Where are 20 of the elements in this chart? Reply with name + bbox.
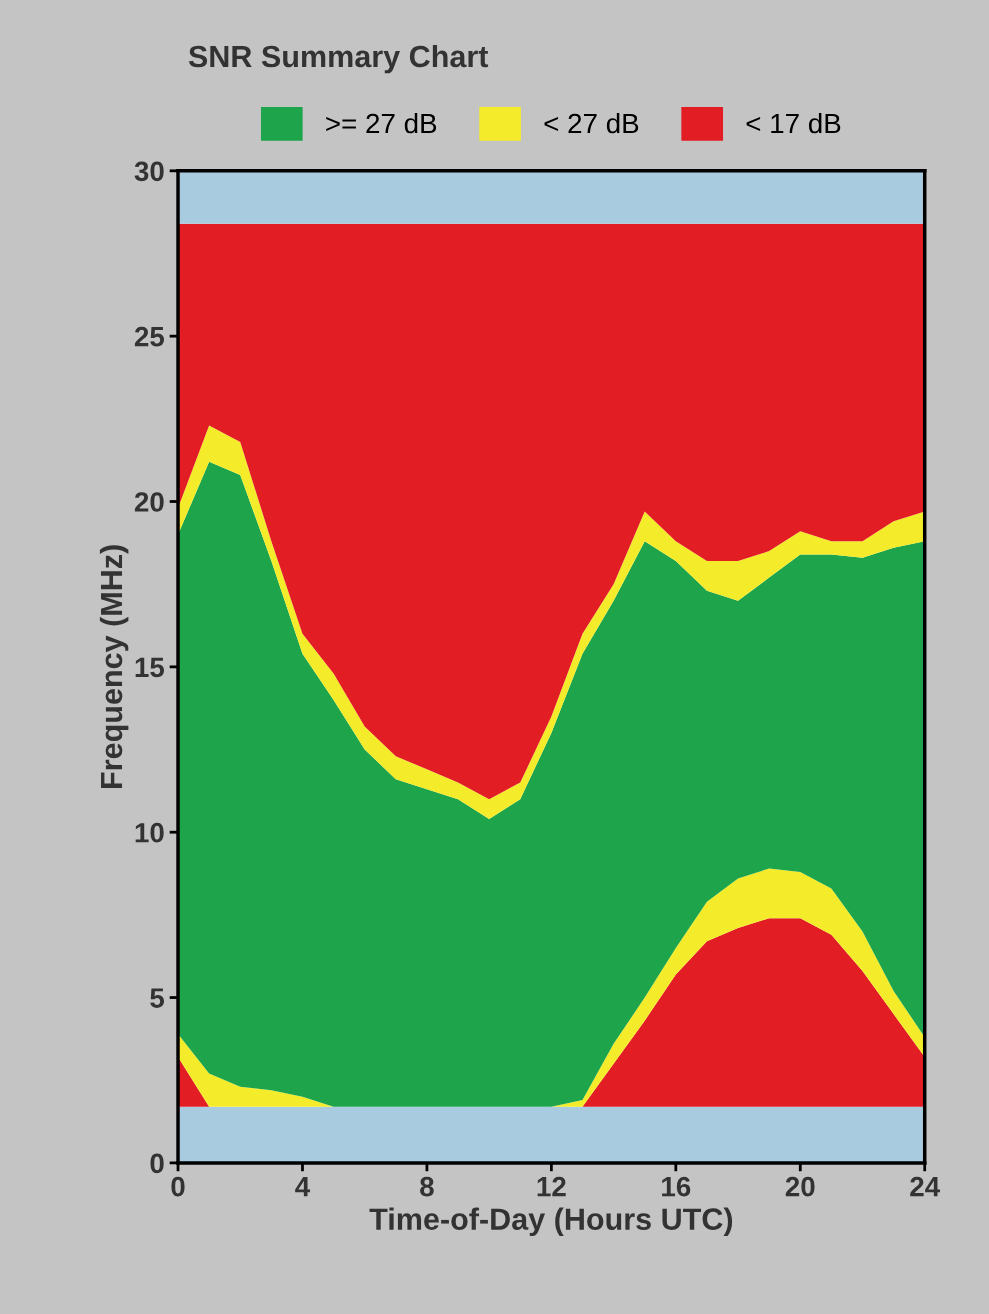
y-tick-label: 20 bbox=[134, 492, 164, 512]
x-tick-label: 0 bbox=[171, 1176, 185, 1197]
x-tick-label: 12 bbox=[537, 1176, 566, 1197]
x-tick-label: 4 bbox=[295, 1177, 311, 1197]
y-tick-label: 10 bbox=[135, 822, 164, 843]
y-tick-label: 25 bbox=[134, 326, 165, 347]
y-tick-label: 0 bbox=[150, 1153, 164, 1174]
y-tick-label: 30 bbox=[134, 161, 164, 182]
chart-title: SNR Summary Chart bbox=[188, 44, 489, 74]
x-tick-label: 24 bbox=[910, 1176, 941, 1197]
y-tick-label: 15 bbox=[135, 657, 165, 678]
x-tick-label: 8 bbox=[420, 1176, 434, 1197]
legend-label: >= 27 dB bbox=[326, 112, 437, 134]
x-tick-label: 20 bbox=[785, 1176, 815, 1197]
x-tick-label: 16 bbox=[662, 1176, 691, 1197]
legend-label: < 17 dB bbox=[746, 112, 841, 134]
y-axis-title: Frequency (MHz) bbox=[99, 545, 129, 788]
x-axis-title: Time-of-Day (Hours UTC) bbox=[369, 1207, 733, 1237]
legend-label: < 27 dB bbox=[544, 112, 639, 134]
y-tick-label: 5 bbox=[150, 988, 165, 1008]
